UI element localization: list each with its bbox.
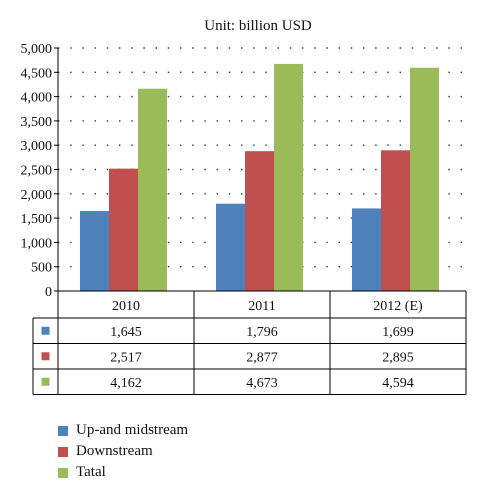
data-label: 2,517 [110,350,142,365]
table-key-swatch [41,377,50,386]
bar-2010-series-3 [138,88,167,291]
y-tick-label: 4,000 [21,91,53,106]
data-label: 1,699 [382,325,414,340]
bar-2010-series-1 [80,211,109,291]
legend-item: Up-and midstream [58,420,188,441]
x-category-label: 2012 (E) [373,299,423,314]
bars [80,63,439,292]
data-label: 2,895 [382,350,414,365]
legend-label: Up-and midstream [76,422,189,438]
y-tick-label: 0 [45,285,52,300]
y-tick-label: 2,500 [21,164,53,179]
y-tick-label: 5,000 [21,42,53,57]
table-key-swatch [41,326,50,335]
data-label: 2,877 [246,350,278,365]
data-label: 4,673 [246,376,278,391]
y-tick-label: 3,500 [21,115,53,130]
bar-2012-e--series-2 [381,150,410,291]
y-tick-label: 1,500 [21,212,53,227]
bar-2012-e--series-3 [410,67,439,291]
data-table: 2010 2011 2012 (E) 1,645 1,796 1,699 2,517 2,87… [32,290,467,395]
y-tick-label: 500 [31,261,52,276]
bar-2012-e--series-1 [352,208,381,291]
data-label: 1,796 [246,325,278,340]
y-tick-label: 4,500 [21,66,53,81]
legend-label: Tatal [76,464,106,480]
data-label: 4,162 [110,376,142,391]
x-category-label: 2011 [248,299,275,314]
bar-2011-series-1 [216,203,245,291]
legend-swatch [58,425,68,436]
y-tick-label: 3,000 [21,139,53,154]
legend-swatch [58,467,68,478]
bar-2011-series-2 [245,151,274,291]
legend-item: Tatal [58,462,188,483]
y-tick-label: 1,000 [21,236,53,251]
y-axis: 0 500 1,000 1,500 2,000 2,500 3,000 3,500 4,000 4… [21,42,59,300]
bar-2010-series-2 [109,168,138,291]
legend-label: Downstream [76,443,153,459]
data-label: 4,594 [382,376,414,391]
bar-2011-series-3 [274,63,303,292]
legend-swatch [58,446,68,457]
table-key-swatch [41,352,50,361]
data-label: 1,645 [110,325,142,340]
legend: Up-and midstream Downstream Tatal [58,420,188,483]
y-tick-label: 2,000 [21,188,53,203]
legend-item: Downstream [58,441,188,462]
x-category-label: 2010 [112,299,140,314]
chart-title: Unit: billion USD [204,18,312,34]
